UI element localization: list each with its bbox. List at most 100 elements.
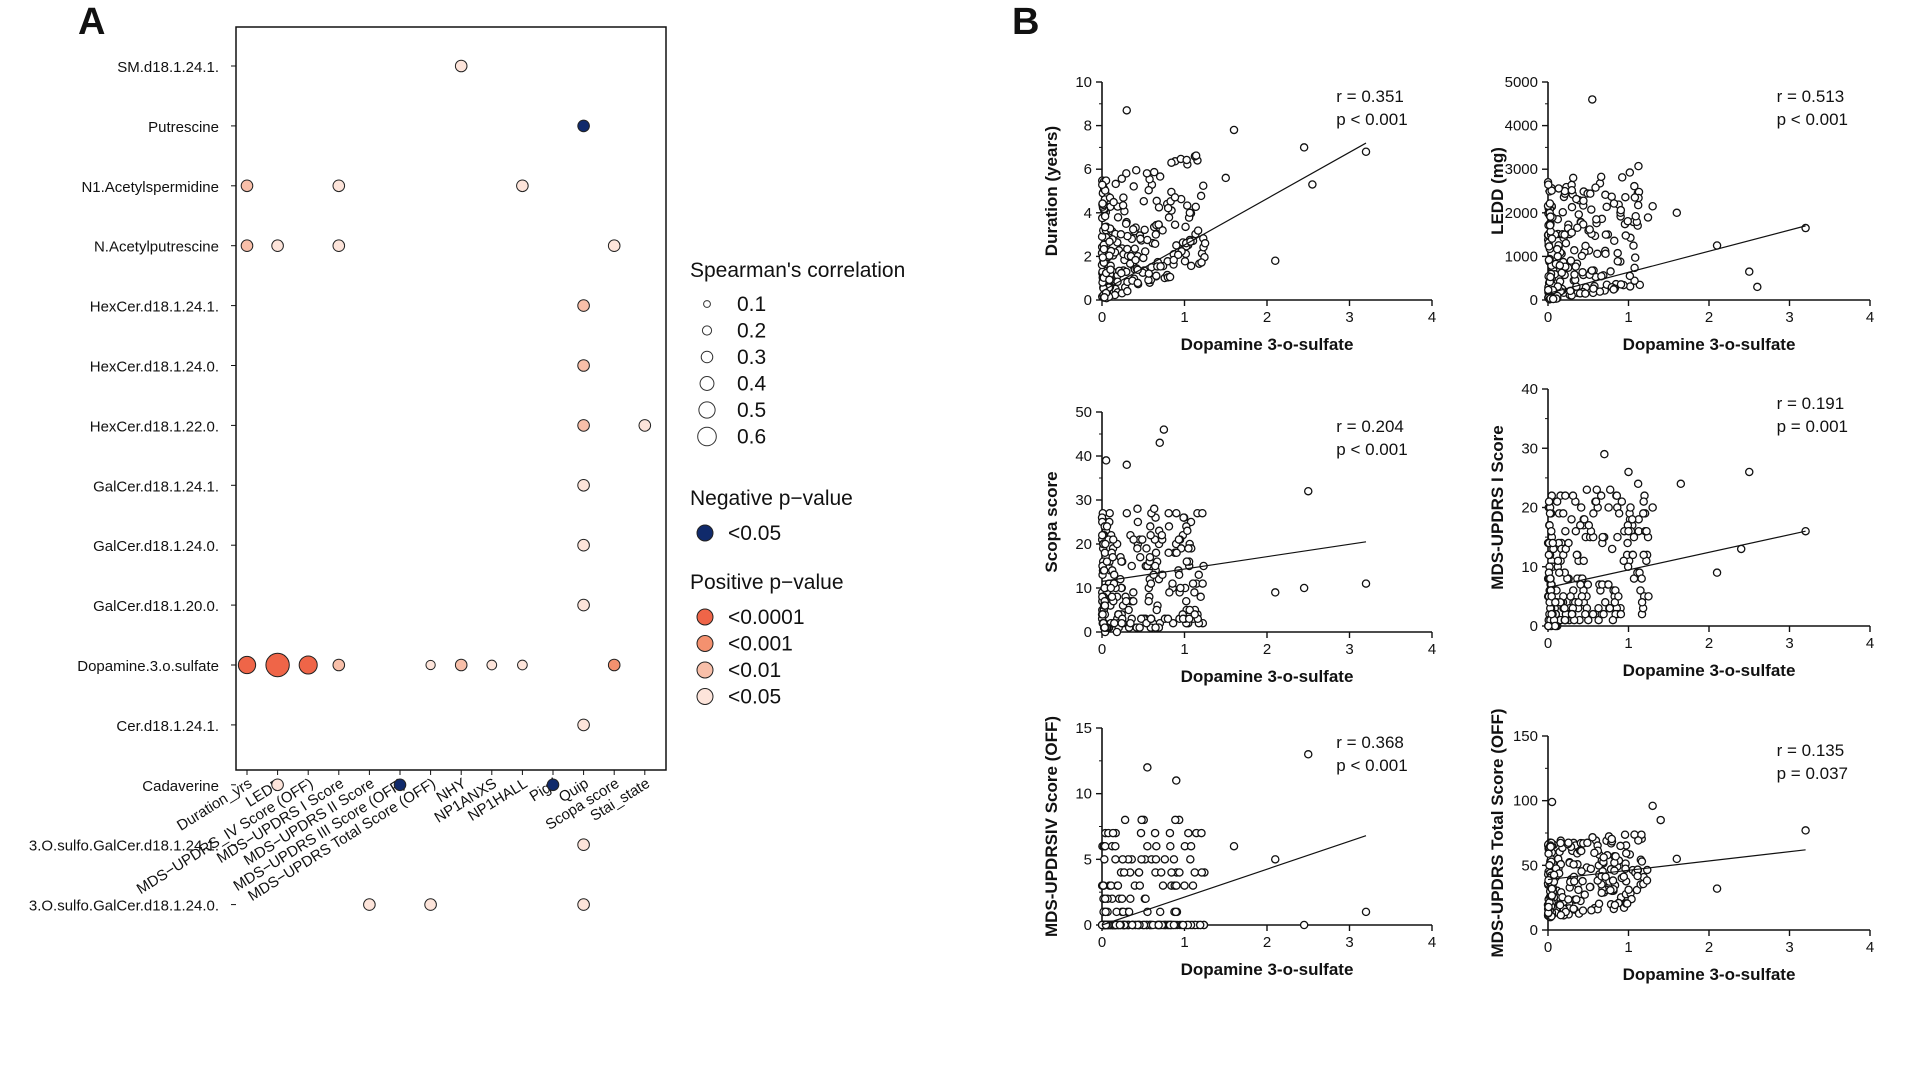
correlation-p-text: p < 0.001	[1336, 756, 1407, 775]
data-point	[1599, 609, 1608, 619]
row-label-cadaverine: Cadaverine	[142, 778, 219, 795]
x-tick-label: 2	[1263, 309, 1271, 326]
data-point	[1564, 838, 1573, 847]
data-point	[1582, 485, 1592, 494]
data-point	[1126, 894, 1135, 903]
x-tick-label: 1	[1624, 939, 1632, 956]
data-point	[1607, 544, 1617, 554]
data-point	[1580, 890, 1589, 899]
data-point	[1271, 256, 1280, 266]
data-point	[1172, 508, 1181, 518]
data-point	[1106, 881, 1116, 890]
correlation-p-text: p = 0.037	[1777, 764, 1848, 783]
data-point	[1583, 838, 1592, 848]
data-point	[1586, 864, 1596, 874]
bubble-n1-acetylspermidine-mds-updrs-i-score	[332, 179, 346, 193]
bubble-legend: Spearman's correlation 0.1 0.2 0.3 0.4 0.5 0.6…	[690, 259, 905, 709]
data-point	[1149, 570, 1158, 580]
y-tick-label: 0	[1084, 292, 1092, 309]
data-point	[1131, 166, 1141, 175]
data-point	[1197, 828, 1206, 838]
data-point	[1599, 853, 1608, 862]
legend-positive-label: <0.05	[728, 686, 781, 709]
data-point	[1546, 212, 1555, 221]
row-label-sm-d18-1-24-1: SM.d18.1.24.1.	[117, 59, 219, 76]
bubble-putrescine-quip	[577, 119, 590, 133]
data-point	[1130, 244, 1139, 253]
data-point	[1101, 456, 1111, 465]
data-point	[1594, 603, 1603, 613]
data-point	[1570, 270, 1579, 279]
data-point	[1180, 257, 1190, 266]
data-point	[1573, 223, 1582, 232]
legend-positive-title: Positive p−value	[690, 571, 844, 594]
scatter-panel-ledd-mg: 0 1 2 3 4 0 1000 2000 3000 4000 5000 Dopamine 3-o-s…	[1488, 74, 1874, 354]
regression-line	[1547, 225, 1806, 295]
data-point	[1577, 251, 1587, 261]
data-point	[1581, 289, 1590, 298]
data-point	[1547, 234, 1557, 243]
data-point	[1547, 526, 1556, 536]
bubble-dopamine-3-o-sulfate-mds-updrs-iv-score-off	[298, 655, 318, 675]
correlation-r-text: r = 0.135	[1777, 741, 1845, 760]
data-point	[1361, 147, 1371, 157]
x-tick-label: 3	[1785, 939, 1793, 956]
data-point	[1589, 509, 1598, 518]
data-point	[1098, 881, 1108, 890]
data-point	[1174, 535, 1184, 544]
bubble-cadaverine-ledd	[271, 778, 284, 792]
y-tick-label: 10	[1075, 786, 1092, 803]
bubble-galcer-d18-1-24-0-quip	[577, 538, 590, 552]
y-axis-label: LEDD (mg)	[1488, 147, 1507, 235]
data-point	[1613, 532, 1622, 542]
row-label-3-o-sulfo-galcer-d18-1-24-0: 3.O.sulfo.GalCer.d18.1.24.0.	[29, 898, 219, 915]
data-point	[1553, 556, 1563, 566]
data-point	[1141, 894, 1150, 903]
data-point	[1556, 910, 1566, 920]
data-point	[1544, 242, 1554, 251]
data-point	[1609, 236, 1619, 246]
data-point	[1196, 191, 1206, 201]
data-point	[1567, 515, 1576, 524]
data-point	[1186, 841, 1196, 851]
data-point	[1142, 169, 1152, 178]
row-label-cer-d18-1-24-1: Cer.d18.1.24.1.	[116, 718, 219, 735]
bubble-dopamine-3-o-sulfate-duration-yrs	[237, 655, 257, 675]
data-point	[1152, 605, 1161, 615]
x-tick-label: 0	[1098, 641, 1106, 658]
data-point	[1197, 258, 1206, 267]
data-point	[1164, 522, 1174, 531]
data-point	[1801, 223, 1810, 233]
data-point	[1271, 588, 1280, 597]
data-point	[1579, 556, 1588, 566]
legend-size-label: 0.1	[737, 293, 766, 316]
correlation-p-text: p < 0.001	[1336, 440, 1407, 459]
row-label-galcer-d18-1-20-0: GalCer.d18.1.20.0.	[93, 598, 219, 615]
data-point	[1108, 552, 1117, 562]
data-point	[1560, 615, 1570, 625]
y-tick-label: 0	[1530, 618, 1538, 635]
data-point	[1544, 180, 1553, 189]
data-point	[1119, 868, 1129, 877]
data-point	[1610, 900, 1620, 910]
data-point	[1164, 213, 1174, 222]
x-axis-label: Dopamine 3-o-sulfate	[1623, 661, 1796, 680]
data-point	[1101, 539, 1110, 549]
data-point	[1186, 855, 1195, 864]
data-point	[1135, 881, 1145, 890]
data-point	[1169, 255, 1178, 265]
data-point	[1672, 854, 1682, 864]
data-point	[1190, 868, 1200, 877]
data-point	[1122, 508, 1132, 518]
data-point	[1548, 538, 1558, 548]
regression-line	[1101, 835, 1367, 926]
data-point	[1134, 868, 1144, 877]
data-point	[1594, 899, 1604, 909]
data-point	[1139, 253, 1148, 263]
data-point	[1182, 155, 1191, 165]
data-point	[1158, 226, 1167, 235]
bubble-sm-d18-1-24-1-nhy	[454, 59, 468, 73]
data-point	[1596, 172, 1606, 182]
y-tick-label: 2000	[1505, 205, 1538, 222]
